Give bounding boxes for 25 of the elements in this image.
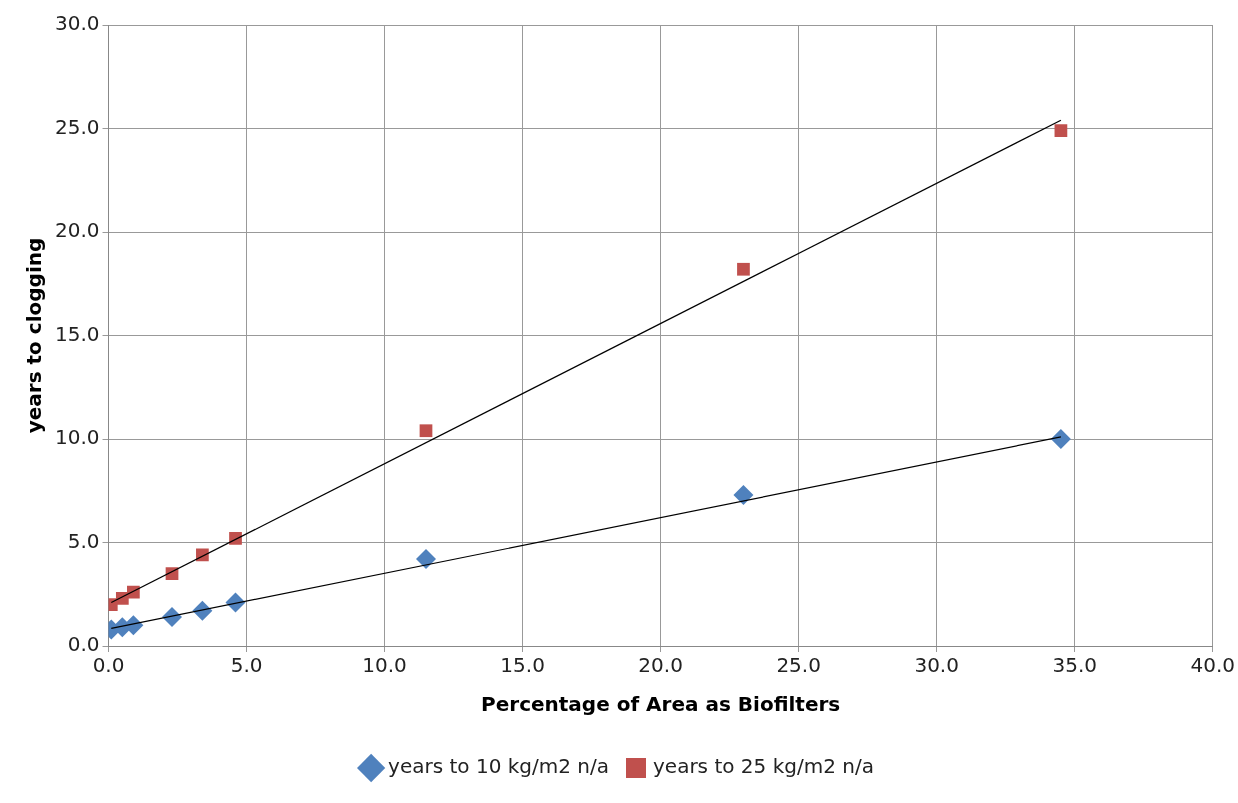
point: [192, 600, 213, 621]
y-tick-label: 25.0: [55, 114, 100, 139]
x-tick-label: 40.0: [1190, 653, 1235, 678]
x-tick-label: 10.0: [362, 653, 407, 678]
point: [415, 549, 436, 570]
x-tick-label: 35.0: [1052, 653, 1097, 678]
point: [737, 262, 750, 276]
y-tick-label: 20.0: [55, 218, 100, 243]
y-tick-label: 15.0: [55, 321, 100, 346]
y-tick-label: 30.0: [55, 11, 100, 36]
point: [733, 484, 754, 505]
y-axis-title: years to clogging: [22, 237, 47, 434]
x-tick-label: 25.0: [776, 653, 821, 678]
x-axis-title: Percentage of Area as Biofilters: [481, 692, 841, 717]
legend-label: years to 10 kg/m2 n/a: [388, 754, 609, 779]
point: [419, 424, 433, 438]
y-tick-label: 5.0: [67, 528, 100, 553]
y-tick-label: 10.0: [55, 425, 100, 450]
x-tick-label: 15.0: [500, 653, 545, 678]
point: [1054, 124, 1068, 137]
x-tick-label: 20.0: [638, 653, 683, 678]
x-tick-label: 30.0: [914, 653, 959, 678]
x-tick-label: 5.0: [230, 653, 263, 678]
point: [1050, 429, 1071, 449]
legend-label: years to 25 kg/m2 n/a: [653, 754, 874, 779]
